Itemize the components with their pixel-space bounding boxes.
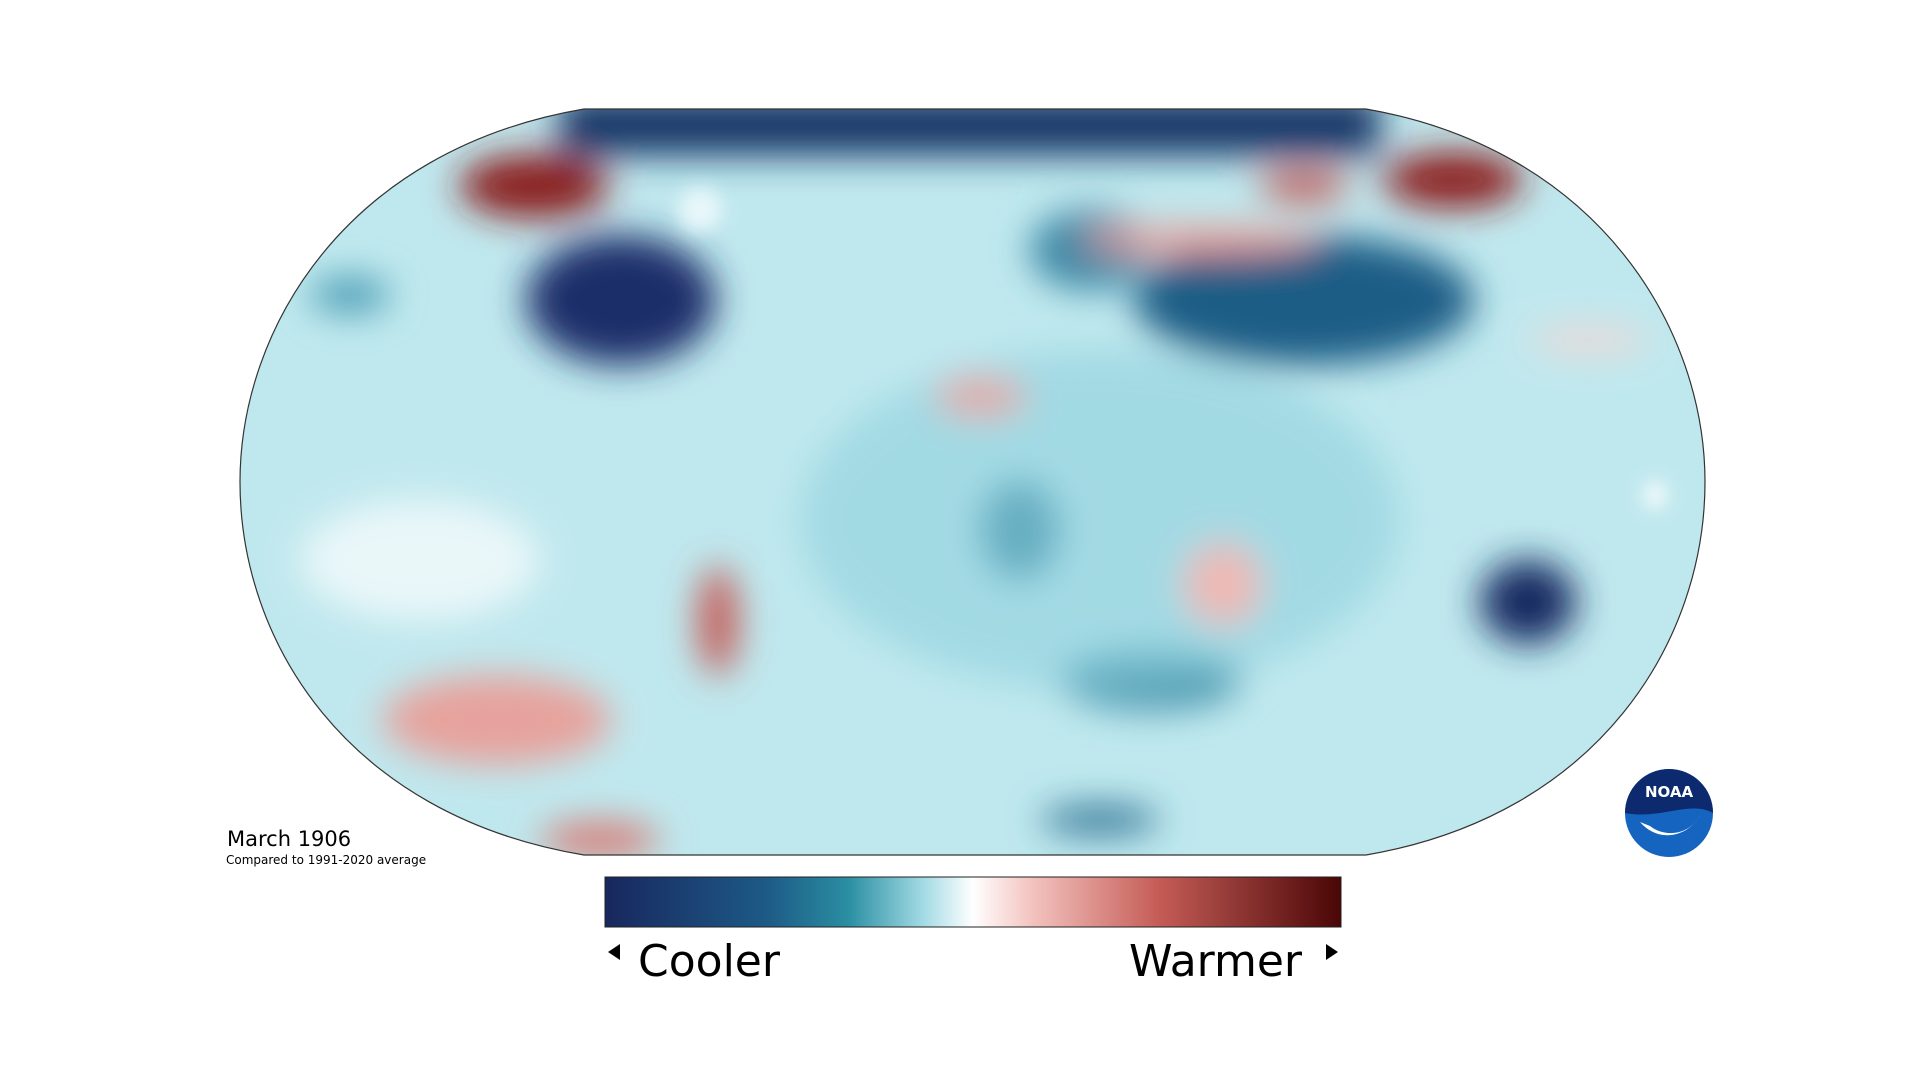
asia-cold bbox=[1134, 235, 1474, 365]
australia-cold bbox=[1480, 560, 1576, 644]
map-date: March 1906 bbox=[227, 827, 351, 851]
anomaly-blobs bbox=[300, 109, 1650, 855]
pacific-spot bbox=[1643, 481, 1667, 509]
antarctic-cool bbox=[1040, 806, 1160, 834]
color-scale bbox=[604, 876, 1342, 928]
arctic-cold bbox=[560, 109, 1380, 155]
logo-text: NOAA bbox=[1645, 783, 1694, 801]
alaska-warm bbox=[459, 154, 609, 218]
map-subtitle: Compared to 1991-2020 average bbox=[226, 853, 426, 867]
anomaly-field bbox=[240, 109, 1705, 855]
logo-top bbox=[1625, 769, 1713, 815]
pacific-cool bbox=[310, 277, 390, 313]
legend-low: Cooler bbox=[638, 936, 781, 987]
south-pacific-warm bbox=[382, 675, 612, 765]
warmer-arrow bbox=[1326, 944, 1338, 960]
pacific-pale bbox=[300, 500, 540, 620]
hudson-spot bbox=[678, 188, 722, 232]
noaa-logo: NOAA bbox=[1625, 769, 1713, 857]
argentina-warm bbox=[698, 566, 738, 676]
canada-cold bbox=[526, 235, 716, 365]
eurasia-warm bbox=[1080, 226, 1320, 254]
north-pacific-warm bbox=[1530, 328, 1650, 352]
antarctic-warm bbox=[540, 822, 660, 855]
siberia-warm bbox=[1383, 152, 1523, 208]
cooler-arrow bbox=[608, 944, 620, 960]
legend-high: Warmer bbox=[1129, 936, 1303, 987]
indian-ocean-warm bbox=[1185, 544, 1261, 624]
siberia-warm-west bbox=[1259, 170, 1349, 202]
map-outline bbox=[239, 108, 1706, 856]
logo-bird bbox=[1640, 815, 1700, 836]
tropic-cool bbox=[800, 350, 1400, 690]
pale-spots bbox=[678, 188, 1667, 509]
sahara-warm bbox=[936, 379, 1026, 415]
